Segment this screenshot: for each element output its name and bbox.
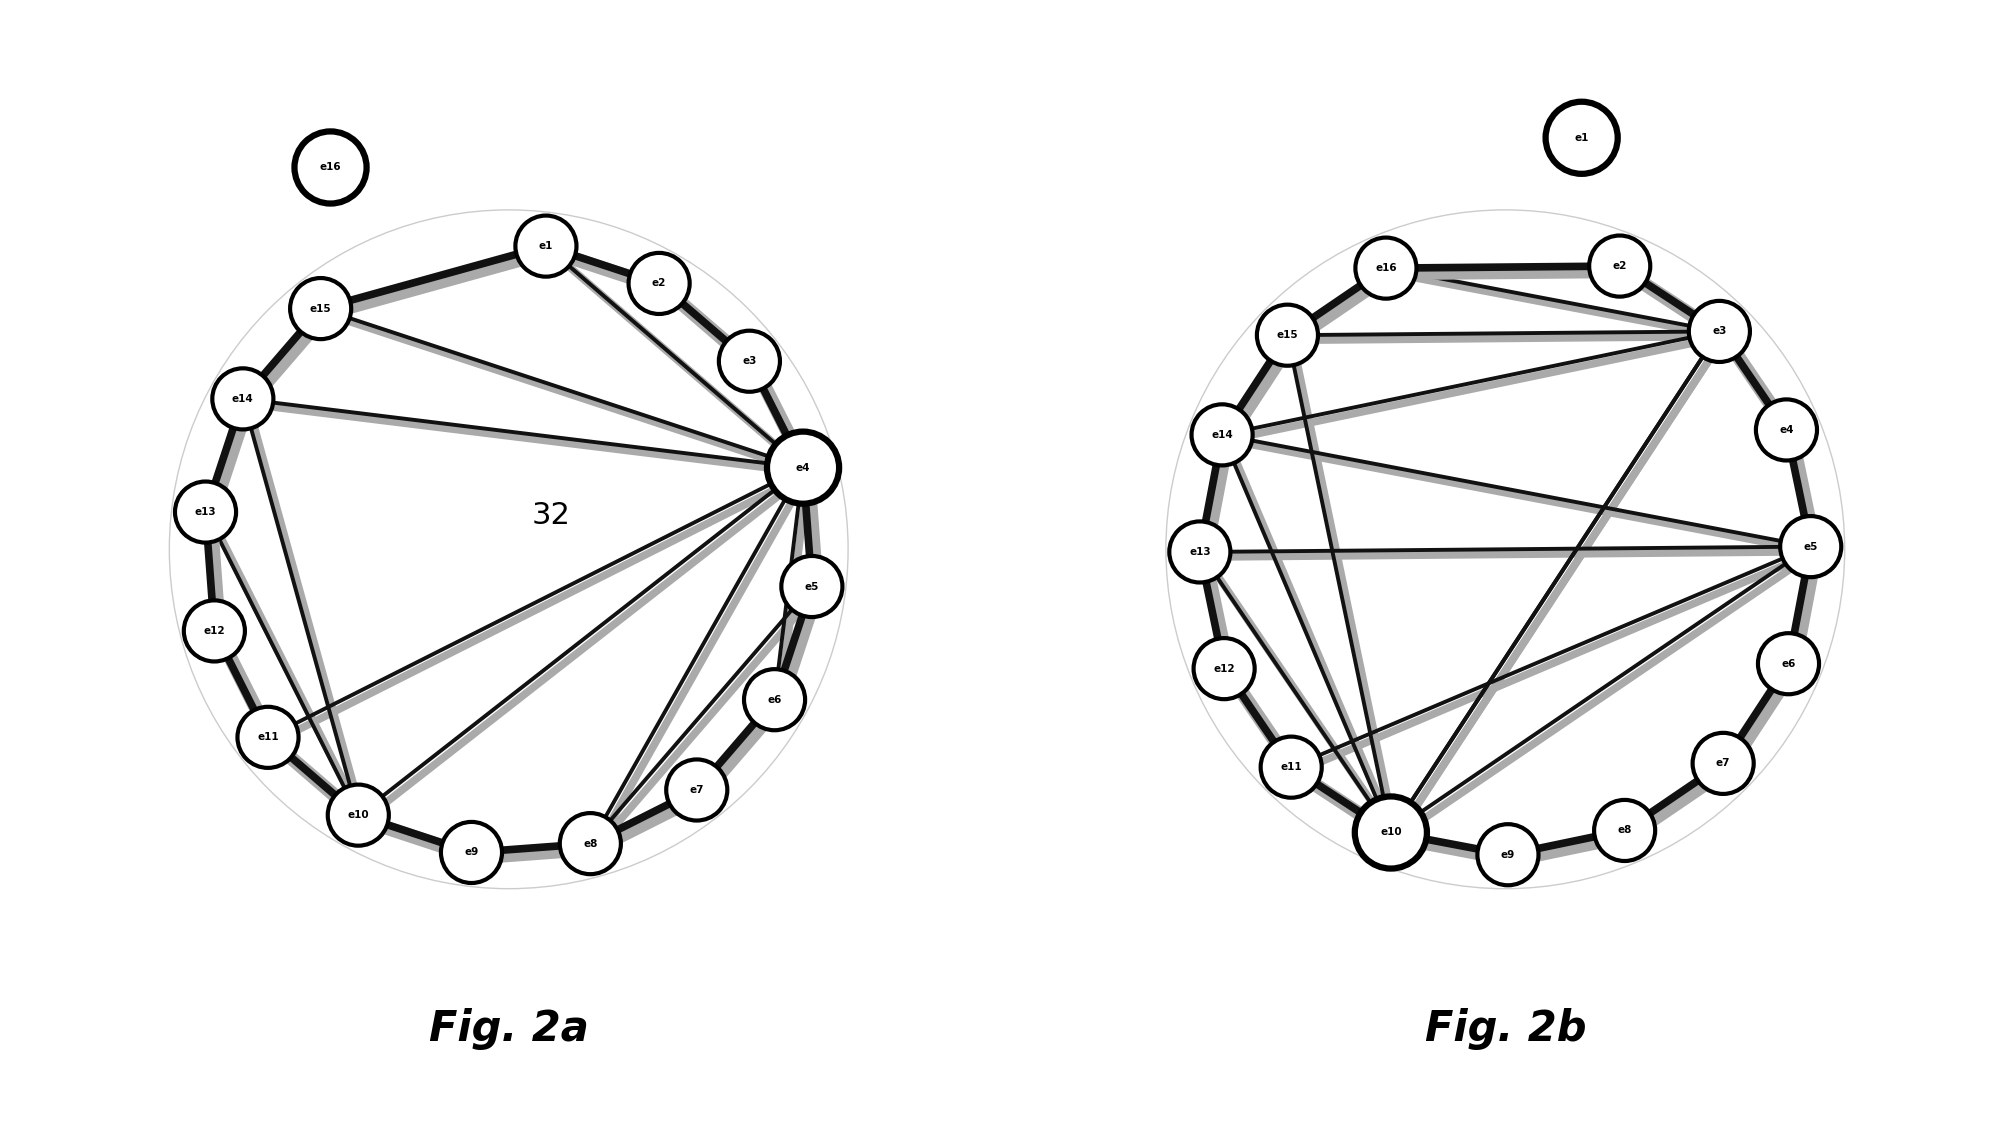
Text: e4: e4 [796, 462, 810, 472]
Circle shape [628, 253, 689, 314]
Text: e16: e16 [1376, 264, 1398, 273]
Text: e7: e7 [689, 785, 705, 795]
Circle shape [1692, 733, 1754, 794]
Circle shape [1756, 399, 1817, 461]
Circle shape [1192, 404, 1253, 466]
Text: e10: e10 [348, 810, 369, 820]
Text: e14: e14 [232, 394, 254, 404]
Circle shape [1355, 237, 1416, 299]
Text: e13: e13 [195, 507, 215, 517]
Text: e14: e14 [1210, 430, 1233, 440]
Text: e12: e12 [1212, 664, 1235, 673]
Circle shape [719, 331, 779, 391]
Text: Fig. 2a: Fig. 2a [429, 1008, 588, 1050]
Text: e10: e10 [1380, 827, 1402, 837]
Circle shape [1194, 638, 1255, 699]
Text: e2: e2 [653, 278, 667, 289]
Circle shape [290, 278, 350, 339]
Circle shape [1261, 737, 1321, 798]
Text: e5: e5 [806, 582, 820, 591]
Text: e3: e3 [743, 356, 757, 366]
Text: e9: e9 [1500, 850, 1515, 859]
Circle shape [294, 131, 367, 203]
Text: e6: e6 [767, 695, 781, 705]
Text: e16: e16 [320, 162, 340, 172]
Text: e8: e8 [584, 839, 598, 849]
Circle shape [1170, 521, 1231, 583]
Circle shape [781, 556, 842, 617]
Circle shape [743, 669, 806, 730]
Circle shape [1478, 824, 1539, 885]
Text: e11: e11 [1281, 762, 1301, 772]
Text: e6: e6 [1780, 658, 1796, 669]
Text: e5: e5 [1805, 542, 1819, 551]
Text: e15: e15 [1277, 330, 1299, 340]
Circle shape [175, 482, 236, 543]
Text: e1: e1 [1575, 132, 1589, 143]
Text: e4: e4 [1778, 424, 1794, 435]
Circle shape [1780, 516, 1841, 577]
Text: e13: e13 [1188, 547, 1210, 557]
Text: e15: e15 [310, 304, 332, 314]
Circle shape [1589, 235, 1649, 297]
Text: e12: e12 [203, 626, 226, 636]
Circle shape [516, 216, 576, 276]
Text: e7: e7 [1716, 759, 1730, 768]
Circle shape [667, 760, 727, 820]
Circle shape [328, 785, 389, 845]
Circle shape [560, 814, 620, 874]
Text: e8: e8 [1617, 825, 1631, 835]
Circle shape [1545, 102, 1617, 173]
Text: e2: e2 [1613, 261, 1627, 272]
Text: e3: e3 [1712, 326, 1726, 337]
Text: e1: e1 [540, 241, 554, 251]
Circle shape [767, 431, 840, 503]
Circle shape [1758, 633, 1819, 694]
Text: e11: e11 [258, 733, 278, 743]
Circle shape [238, 706, 298, 768]
Circle shape [1690, 301, 1750, 362]
Circle shape [1257, 305, 1317, 366]
Text: e9: e9 [465, 848, 479, 858]
Circle shape [183, 600, 246, 662]
Circle shape [441, 822, 501, 883]
Circle shape [211, 369, 274, 429]
Circle shape [1355, 796, 1428, 868]
Text: Fig. 2b: Fig. 2b [1424, 1008, 1587, 1050]
Text: 32: 32 [532, 501, 570, 529]
Circle shape [1595, 800, 1656, 861]
